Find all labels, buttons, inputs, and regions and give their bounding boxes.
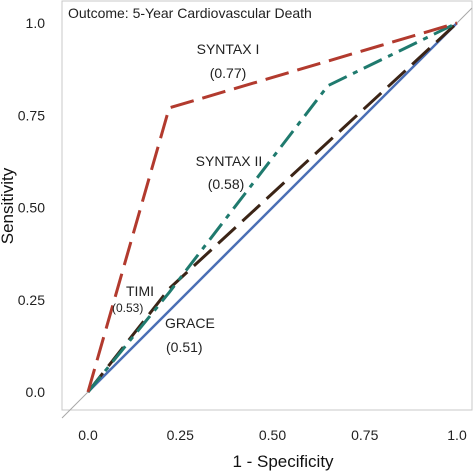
y-tick-label: 0.25 xyxy=(18,292,45,308)
auc-syntax-1: (0.77) xyxy=(210,65,247,81)
x-tick-label: 0.75 xyxy=(351,427,378,443)
y-axis-title: Sensitivity xyxy=(0,167,17,244)
x-axis-title: 1 - Specificity xyxy=(232,452,334,471)
x-tick-label: 1.0 xyxy=(447,427,467,443)
roc-curve-grace xyxy=(87,22,458,393)
label-syntax-2: SYNTAX II xyxy=(196,153,263,169)
x-tick-label: 0.25 xyxy=(167,427,194,443)
label-syntax-1: SYNTAX I xyxy=(197,41,260,57)
series-layer xyxy=(86,21,459,393)
x-tick-label: 0.50 xyxy=(259,427,286,443)
plot-frame xyxy=(61,0,473,411)
y-tick-label: 0.0 xyxy=(26,384,46,400)
auc-timi: (0.53) xyxy=(112,301,143,315)
y-tick-label: 0.50 xyxy=(18,200,45,216)
roc-curve-syntax-ii xyxy=(86,21,458,393)
roc-curve-syntax-i xyxy=(86,21,458,393)
y-tick-label: 1.0 xyxy=(26,15,46,31)
chart-title: Outcome: 5-Year Cardiovascular Death xyxy=(68,5,312,21)
label-grace: GRACE xyxy=(165,315,215,331)
auc-syntax-2: (0.58) xyxy=(208,176,245,192)
auc-grace: (0.51) xyxy=(166,339,203,355)
y-tick-label: 0.75 xyxy=(18,107,45,123)
tick-layer: 0.0 0.25 0.50 0.75 1.0 0.0 0.25 0.50 0.75 1.0 xyxy=(18,15,467,443)
x-tick-label: 0.0 xyxy=(78,427,98,443)
label-timi: TIMI xyxy=(126,283,154,299)
